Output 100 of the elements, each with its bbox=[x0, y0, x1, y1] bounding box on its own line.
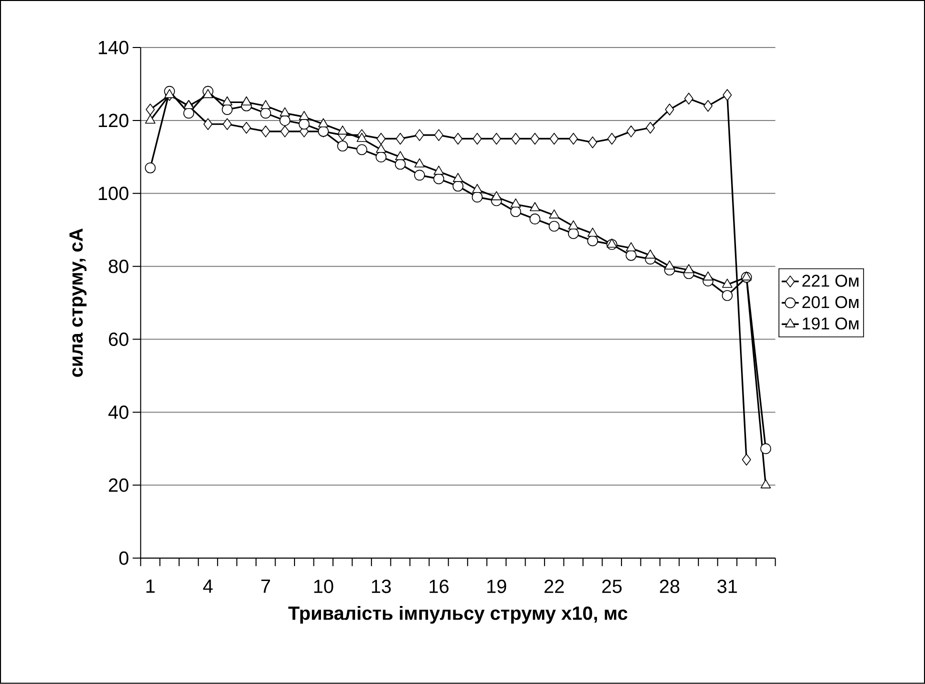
point bbox=[356, 144, 368, 156]
point bbox=[144, 162, 156, 174]
point bbox=[626, 250, 636, 261]
point bbox=[530, 132, 540, 145]
point bbox=[452, 173, 464, 182]
point bbox=[530, 214, 540, 224]
point bbox=[261, 126, 270, 138]
x-tick-label: 28 bbox=[660, 580, 680, 594]
y-tick-label: 20 bbox=[108, 478, 128, 492]
x-tick-label: 4 bbox=[203, 580, 213, 593]
point bbox=[626, 126, 636, 138]
point bbox=[280, 126, 290, 138]
point bbox=[510, 198, 521, 208]
point bbox=[568, 228, 579, 240]
point bbox=[588, 136, 598, 148]
point bbox=[722, 290, 733, 302]
point bbox=[337, 140, 348, 152]
x-tick-label: 19 bbox=[487, 580, 506, 594]
point bbox=[433, 174, 444, 184]
y-tick-label: 80 bbox=[108, 260, 128, 274]
point bbox=[376, 152, 386, 162]
x-tick-label: 7 bbox=[261, 580, 270, 593]
x-tick-label: 25 bbox=[602, 580, 622, 594]
legend-label: 191 Ом bbox=[802, 318, 858, 330]
x-tick-label: 16 bbox=[430, 580, 449, 594]
point bbox=[492, 132, 501, 145]
point bbox=[742, 454, 752, 466]
y-tick-label: 60 bbox=[108, 332, 128, 346]
y-tick-label: 40 bbox=[108, 406, 128, 420]
point bbox=[356, 132, 368, 142]
point bbox=[646, 122, 655, 134]
point bbox=[684, 92, 694, 105]
point bbox=[491, 191, 502, 200]
point bbox=[222, 118, 232, 130]
point bbox=[222, 96, 232, 106]
point bbox=[260, 100, 271, 110]
point bbox=[453, 132, 463, 145]
point bbox=[702, 272, 714, 281]
y-tick-label: 140 bbox=[98, 40, 128, 54]
y-tick-label: 100 bbox=[98, 186, 128, 200]
point bbox=[530, 202, 540, 212]
point bbox=[703, 100, 713, 112]
point bbox=[722, 278, 732, 288]
point bbox=[337, 126, 348, 135]
point bbox=[395, 151, 406, 160]
point bbox=[548, 220, 560, 232]
point bbox=[587, 236, 598, 246]
point bbox=[414, 158, 425, 168]
x-tick-label: 10 bbox=[314, 580, 334, 594]
point bbox=[145, 114, 156, 124]
point bbox=[298, 111, 310, 120]
point bbox=[260, 108, 272, 119]
point bbox=[396, 132, 405, 145]
point bbox=[722, 89, 732, 101]
point bbox=[510, 206, 522, 218]
point bbox=[607, 132, 616, 145]
legend-label: 201 Ом bbox=[802, 296, 858, 308]
y-tick-label: 0 bbox=[119, 551, 128, 565]
point bbox=[183, 108, 194, 119]
point bbox=[568, 132, 578, 145]
y-axis-title: сила струму, сА bbox=[69, 228, 87, 378]
x-axis-title: Тривалість імпульсу струму х10, мс bbox=[288, 606, 628, 624]
point bbox=[146, 104, 155, 116]
point bbox=[760, 479, 771, 488]
point bbox=[242, 122, 251, 134]
point bbox=[472, 132, 482, 145]
point bbox=[434, 166, 444, 175]
point bbox=[548, 210, 560, 219]
point bbox=[298, 118, 310, 130]
point bbox=[645, 250, 656, 259]
point bbox=[164, 89, 175, 98]
x-tick-label: 1 bbox=[146, 580, 155, 593]
point bbox=[280, 115, 290, 126]
point bbox=[684, 264, 694, 274]
point bbox=[376, 144, 386, 153]
point bbox=[434, 129, 444, 142]
point bbox=[203, 118, 212, 130]
point bbox=[626, 242, 636, 252]
point bbox=[452, 180, 464, 192]
point bbox=[760, 443, 772, 454]
x-tick-label: 31 bbox=[717, 580, 737, 594]
point bbox=[415, 129, 424, 142]
point bbox=[394, 158, 406, 170]
point bbox=[511, 132, 520, 145]
point bbox=[568, 220, 579, 230]
point bbox=[202, 89, 214, 98]
point bbox=[184, 100, 194, 110]
point bbox=[241, 96, 252, 106]
x-tick-label: 13 bbox=[372, 580, 391, 594]
x-tick-label: 22 bbox=[544, 580, 564, 594]
point bbox=[222, 104, 233, 116]
point bbox=[587, 228, 598, 237]
point bbox=[376, 132, 386, 145]
point bbox=[665, 104, 674, 116]
point bbox=[664, 260, 675, 270]
point bbox=[318, 118, 329, 128]
point bbox=[280, 107, 290, 116]
point bbox=[550, 132, 559, 145]
point bbox=[472, 192, 483, 203]
legend-label: 221 Ом bbox=[802, 274, 858, 287]
